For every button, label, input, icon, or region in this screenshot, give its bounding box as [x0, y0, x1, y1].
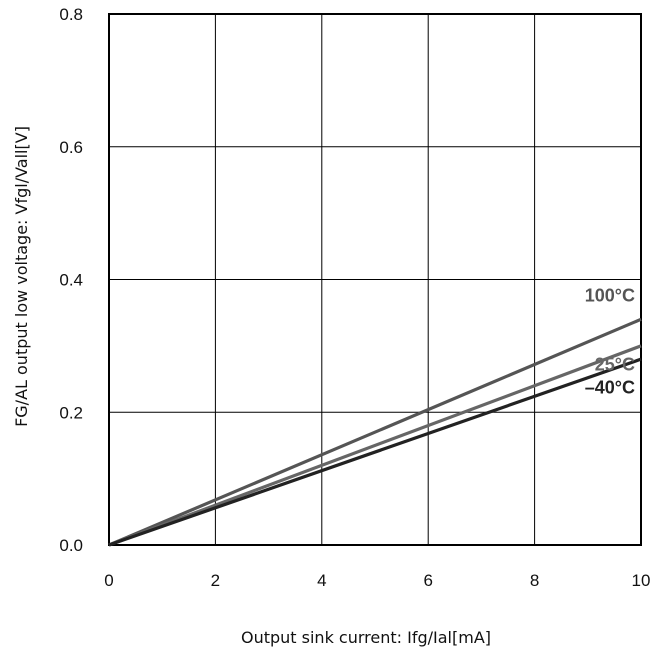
y-tick-label: 0.2: [59, 403, 83, 422]
series-line: [108, 357, 642, 547]
x-tick-label: 2: [211, 571, 220, 590]
x-tick-label: 0: [104, 571, 113, 590]
series-labels: 100°C 25°C –40°C: [585, 285, 635, 397]
y-axis-title: FG/AL output low voltage: Vfgl/Vall[V]: [12, 126, 31, 427]
series-label: 25°C: [595, 354, 635, 374]
series-label: –40°C: [585, 377, 635, 397]
x-tick-label: 4: [317, 571, 326, 590]
y-tick-label: 0.0: [59, 536, 83, 555]
x-tick-label: 6: [423, 571, 432, 590]
y-tick-label: 0.4: [59, 271, 83, 290]
plot-area: [108, 13, 642, 546]
y-tick-label: 0.8: [59, 5, 83, 24]
x-tick-label: 8: [530, 571, 539, 590]
y-tick-label: 0.6: [59, 138, 83, 157]
x-tick-label: 10: [632, 571, 650, 590]
series-label: 100°C: [585, 285, 635, 305]
x-axis-ticks: 0 2 4 6 8 10: [104, 571, 650, 590]
series-line: [108, 317, 642, 547]
series-lines: [108, 317, 642, 547]
x-axis-title: Output sink current: Ifg/Ial[mA]: [241, 628, 491, 647]
series-line: [108, 344, 642, 547]
grid: [108, 13, 642, 546]
y-axis-ticks: 0.0 0.2 0.4 0.6 0.8: [59, 5, 83, 555]
